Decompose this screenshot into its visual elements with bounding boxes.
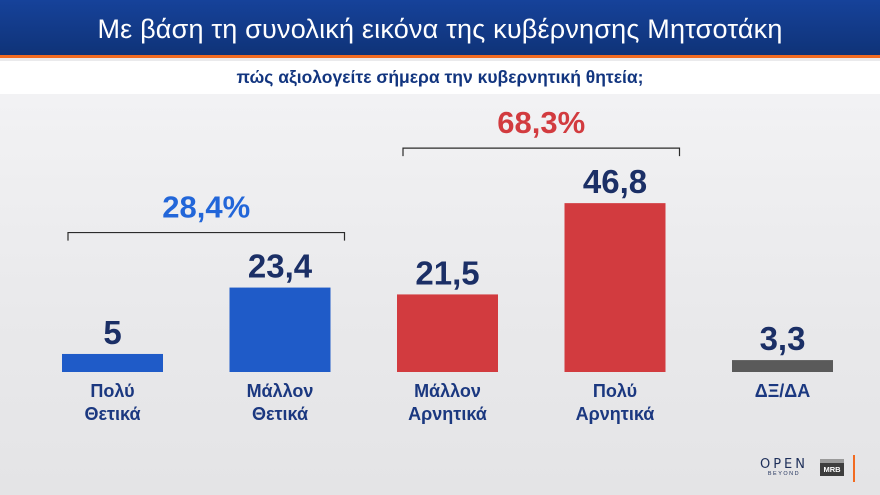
category-label-4-0: ΔΞ/ΔΑ	[755, 381, 810, 401]
open-beyond-logo: OPEN BEYOND	[759, 457, 808, 477]
category-label-3-0: Πολύ	[593, 381, 637, 401]
logo-divider	[853, 455, 855, 482]
category-label-3-1: Αρνητικά	[576, 404, 655, 424]
category-label-2-1: Αρνητικά	[408, 404, 487, 424]
bar-2	[397, 294, 498, 372]
bar-4	[732, 360, 833, 372]
bar-0	[62, 353, 163, 372]
mrb-logo: MRB	[820, 459, 844, 476]
value-label-2: 21,5	[415, 254, 479, 291]
value-label-4: 3,3	[760, 320, 806, 357]
chart-question: πώς αξιολογείτε σήμερα την κυβερνητική θ…	[236, 67, 644, 87]
category-label-1-1: Θετικά	[252, 404, 308, 424]
bar-1	[229, 287, 331, 372]
group-bracket-0	[67, 231, 346, 241]
group-bracket-1	[402, 147, 681, 157]
value-label-0: 5	[103, 314, 121, 351]
value-label-3: 46,8	[583, 163, 647, 200]
header-banner: Με βάση τη συνολική εικόνα της κυβέρνηση…	[0, 0, 880, 58]
category-label-2-0: Μάλλον	[414, 381, 481, 401]
bar-3	[564, 203, 666, 372]
category-label-1-0: Μάλλον	[247, 381, 314, 401]
page-title: Με βάση τη συνολική εικόνα της κυβέρνηση…	[97, 14, 783, 44]
category-label-0-1: Θετικά	[84, 404, 140, 424]
group-total-label-0: 28,4%	[162, 190, 250, 225]
subheader-banner: πώς αξιολογείτε σήμερα την κυβερνητική θ…	[0, 61, 880, 94]
value-label-1: 23,4	[248, 248, 313, 285]
category-label-0-0: Πολύ	[90, 381, 134, 401]
group-total-label-1: 68,3%	[497, 105, 585, 140]
